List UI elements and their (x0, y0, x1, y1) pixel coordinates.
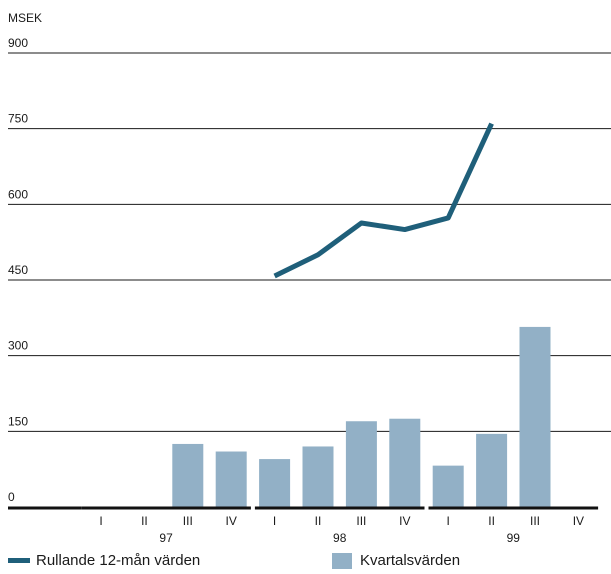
y-tick-label: 750 (8, 112, 28, 126)
y-tick-label: 900 (8, 36, 28, 50)
x-axis: 97 98 99I II III IV I II III IV I II III IV (8, 506, 599, 545)
year-label: 98 (333, 531, 347, 545)
x-tick-label: II (315, 514, 322, 528)
y-tick-label: 600 (8, 187, 28, 201)
year-label: 99 (507, 531, 521, 545)
x-tick-label: I (447, 514, 450, 528)
y-tick-label: 450 (8, 263, 28, 277)
line-series (273, 122, 494, 279)
y-tick-label: 0 (8, 490, 15, 504)
bar (389, 418, 421, 507)
year-label: 97 (159, 531, 173, 545)
bar (302, 446, 334, 507)
x-tick-label: I (99, 514, 102, 528)
x-tick-label: III (356, 514, 366, 528)
bar (476, 433, 508, 507)
legend-bar-entry: Kvartalsvärden (332, 552, 460, 569)
y-tick-label: 150 (8, 414, 28, 428)
x-tick-label: II (488, 514, 495, 528)
bars (172, 326, 551, 507)
gridlines: 0 150 300 450 600 750 900 (8, 36, 611, 504)
x-tick-label: II (141, 514, 148, 528)
bar (259, 459, 291, 507)
legend-bar-label: Kvartalsvärden (360, 552, 461, 569)
x-tick-label: IV (226, 514, 237, 528)
bar (172, 443, 204, 507)
bar (345, 421, 377, 507)
legend-line-label: Rullande 12-mån värden (36, 552, 201, 569)
bar (432, 465, 464, 507)
x-tick-label: I (273, 514, 276, 528)
unit-label: MSEK (8, 11, 42, 25)
legend-line-swatch (8, 558, 30, 563)
bar (215, 451, 247, 507)
legend-bar-swatch (332, 552, 352, 569)
line-series-path (273, 122, 494, 279)
x-tick-label: III (530, 514, 540, 528)
x-tick-label: IV (573, 514, 584, 528)
y-tick-label: 300 (8, 339, 28, 353)
bar (519, 326, 551, 507)
x-tick-label: III (183, 514, 193, 528)
legend-line-entry: Rullande 12-mån värden (8, 552, 200, 569)
x-tick-label: IV (399, 514, 410, 528)
